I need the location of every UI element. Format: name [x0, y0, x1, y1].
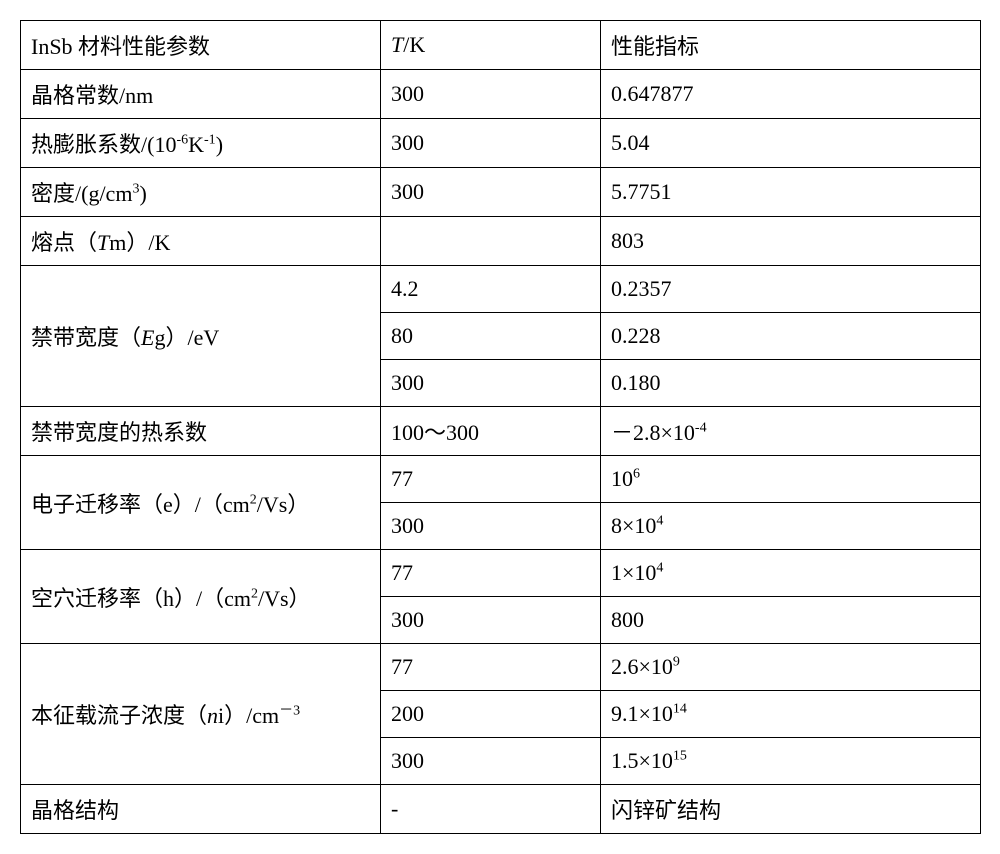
- temperature-cell: 300: [381, 168, 601, 217]
- table-row: 密度/(g/cm3)3005.7751: [21, 168, 981, 217]
- param-cell: 热膨胀系数/(10-6K-1): [21, 119, 381, 168]
- table-row: 空穴迁移率（h）/（cm2/Vs）771×104: [21, 550, 981, 597]
- table-row: 晶格结构-闪锌矿结构: [21, 785, 981, 834]
- table-row: 熔点（Tm）/K 803: [21, 217, 981, 266]
- value-cell: 0.228: [601, 313, 981, 360]
- param-cell: 晶格常数/nm: [21, 70, 381, 119]
- value-cell: －2.8×10-4: [601, 407, 981, 456]
- insb-properties-table: InSb 材料性能参数T/K性能指标晶格常数/nm3000.647877热膨胀系…: [20, 20, 981, 834]
- header-temperature: T/K: [381, 21, 601, 70]
- table-row: 本征载流子浓度（ni）/cm－3772.6×109: [21, 644, 981, 691]
- temperature-cell: 200: [381, 691, 601, 738]
- table-row: 晶格常数/nm3000.647877: [21, 70, 981, 119]
- temperature-cell: 300: [381, 70, 601, 119]
- value-cell: 800: [601, 597, 981, 644]
- param-cell: 密度/(g/cm3): [21, 168, 381, 217]
- table-row: 热膨胀系数/(10-6K-1)3005.04: [21, 119, 981, 168]
- table-row: 禁带宽度的热系数100～300－2.8×10-4: [21, 407, 981, 456]
- value-cell: 2.6×109: [601, 644, 981, 691]
- param-cell: 禁带宽度的热系数: [21, 407, 381, 456]
- temperature-cell: 100～300: [381, 407, 601, 456]
- temperature-cell: 77: [381, 644, 601, 691]
- temperature-cell: -: [381, 785, 601, 834]
- temperature-cell: 300: [381, 119, 601, 168]
- header-param: InSb 材料性能参数: [21, 21, 381, 70]
- temperature-cell: 77: [381, 456, 601, 503]
- value-cell: 9.1×1014: [601, 691, 981, 738]
- param-cell: 空穴迁移率（h）/（cm2/Vs）: [21, 550, 381, 644]
- param-cell: 晶格结构: [21, 785, 381, 834]
- temperature-cell: 77: [381, 550, 601, 597]
- table-row: 电子迁移率（e）/（cm2/Vs）77106: [21, 456, 981, 503]
- temperature-cell: 4.2: [381, 266, 601, 313]
- value-cell: 1.5×1015: [601, 738, 981, 785]
- value-cell: 0.180: [601, 360, 981, 407]
- temperature-cell: 300: [381, 597, 601, 644]
- value-cell: 0.2357: [601, 266, 981, 313]
- temperature-cell: 300: [381, 738, 601, 785]
- header-value: 性能指标: [601, 21, 981, 70]
- value-cell: 0.647877: [601, 70, 981, 119]
- value-cell: 1×104: [601, 550, 981, 597]
- value-cell: 803: [601, 217, 981, 266]
- temperature-cell: 300: [381, 503, 601, 550]
- param-cell: 本征载流子浓度（ni）/cm－3: [21, 644, 381, 785]
- temperature-cell: 80: [381, 313, 601, 360]
- temperature-cell: [381, 217, 601, 266]
- table-row: 禁带宽度（Eg）/eV4.20.2357: [21, 266, 981, 313]
- param-cell: 熔点（Tm）/K: [21, 217, 381, 266]
- value-cell: 106: [601, 456, 981, 503]
- value-cell: 闪锌矿结构: [601, 785, 981, 834]
- value-cell: 5.7751: [601, 168, 981, 217]
- value-cell: 5.04: [601, 119, 981, 168]
- temperature-cell: 300: [381, 360, 601, 407]
- param-cell: 禁带宽度（Eg）/eV: [21, 266, 381, 407]
- param-cell: 电子迁移率（e）/（cm2/Vs）: [21, 456, 381, 550]
- value-cell: 8×104: [601, 503, 981, 550]
- table-header-row: InSb 材料性能参数T/K性能指标: [21, 21, 981, 70]
